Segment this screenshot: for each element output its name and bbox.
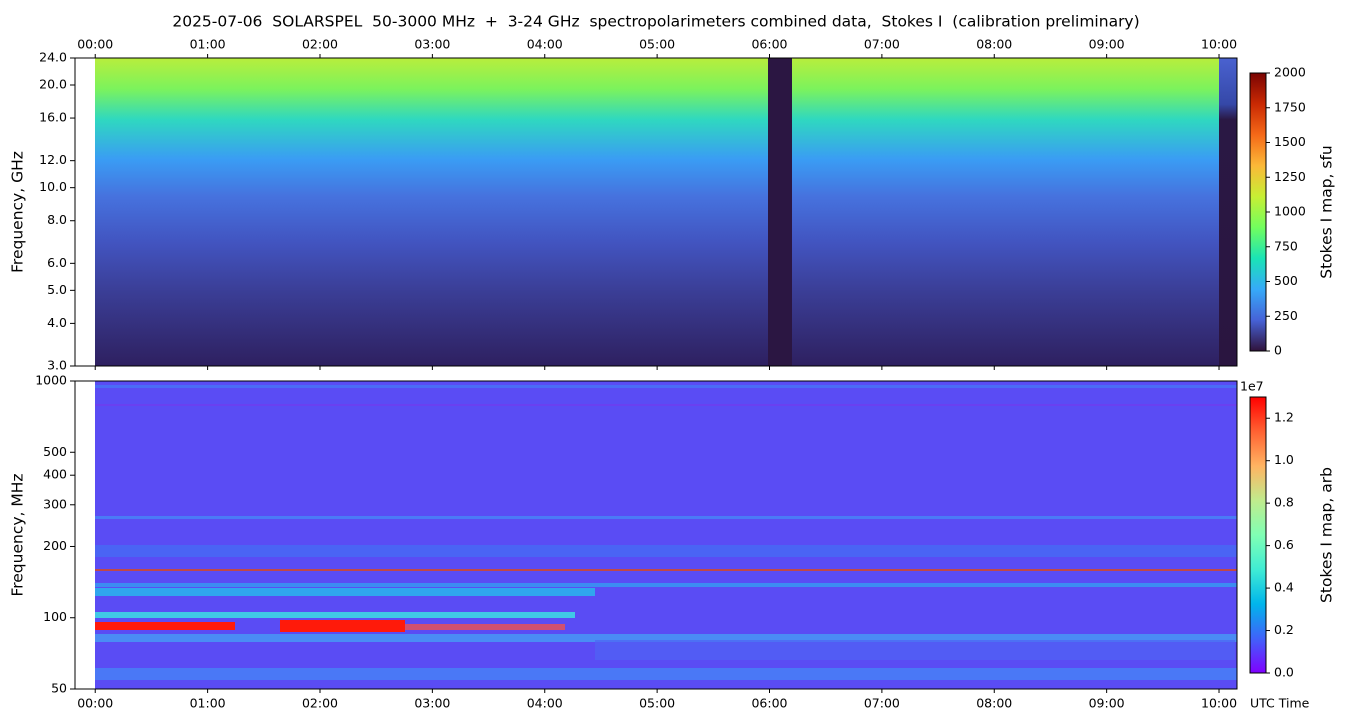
colorbar-tick-label: 500 [1274, 273, 1298, 288]
colorbar-tick-label: 750 [1274, 238, 1298, 253]
colorbar-tick-label: 1000 [1274, 204, 1306, 219]
chart-title: 2025-07-06 SOLARSPEL 50-3000 MHz + 3-24 … [172, 13, 1139, 31]
plot-frame [74, 380, 1238, 690]
x-tick-label: 05:00 [639, 696, 675, 711]
colorbar-tick-label: 2000 [1274, 65, 1306, 80]
colorbar-tick-label: 0 [1274, 343, 1282, 358]
plot-frame [74, 57, 1238, 367]
colorbar-tick-label: 1.2 [1274, 410, 1294, 425]
x-axis-label: UTC Time [1250, 696, 1310, 711]
colorbar-tick-label: 1750 [1274, 99, 1306, 114]
x-tick-label: 10:00 [1201, 696, 1237, 711]
colorbar-tick-label: 0.8 [1274, 495, 1294, 510]
y-axis-label: Frequency, GHz [9, 151, 27, 273]
x-tick-label: 00:00 [77, 696, 113, 711]
colorbar-label: Stokes I map, sfu [1318, 145, 1336, 279]
y-tick-label: 200 [43, 538, 67, 553]
spectrogram-image [95, 58, 1237, 689]
x-tick-label: 04:00 [527, 37, 563, 52]
y-axis-label: Frequency, MHz [9, 473, 27, 596]
colorbar-tick-label: 0.4 [1274, 580, 1294, 595]
y-tick-label: 500 [43, 444, 67, 459]
y-tick-label: 3.0 [47, 358, 67, 373]
y-tick-label: 24.0 [39, 50, 67, 65]
y-tick-label: 300 [43, 496, 67, 511]
y-tick-label: 8.0 [47, 212, 67, 227]
y-tick-label: 16.0 [39, 110, 67, 125]
x-tick-label: 09:00 [1089, 37, 1125, 52]
colorbar-tick-label: 0.6 [1274, 537, 1294, 552]
x-tick-label: 09:00 [1089, 696, 1125, 711]
x-tick-label: 00:00 [77, 37, 113, 52]
y-tick-label: 4.0 [47, 315, 67, 330]
x-tick-label: 07:00 [864, 696, 900, 711]
colorbar-tick-label: 1250 [1274, 169, 1306, 184]
x-tick-label: 03:00 [414, 37, 450, 52]
colorbar-tick-label: 1500 [1274, 134, 1306, 149]
y-tick-label: 100 [43, 609, 67, 624]
x-tick-label: 10:00 [1201, 37, 1237, 52]
x-tick-label: 06:00 [751, 37, 787, 52]
y-tick-label: 12.0 [39, 152, 67, 167]
x-tick-label: 06:00 [751, 696, 787, 711]
x-tick-label: 02:00 [302, 37, 338, 52]
colorbar-tick-label: 1.0 [1274, 452, 1294, 467]
colorbar [1249, 396, 1267, 674]
y-tick-label: 6.0 [47, 255, 67, 270]
colorbar [1249, 72, 1267, 352]
colorbar-tick-label: 0.2 [1274, 622, 1294, 637]
x-tick-label: 01:00 [190, 37, 226, 52]
x-tick-label: 01:00 [190, 696, 226, 711]
y-tick-label: 5.0 [47, 282, 67, 297]
y-tick-label: 50 [51, 681, 67, 696]
x-tick-label: 08:00 [976, 696, 1012, 711]
y-tick-label: 1000 [35, 373, 67, 388]
x-tick-label: 05:00 [639, 37, 675, 52]
colorbar-tick-label: 250 [1274, 308, 1298, 323]
x-tick-label: 04:00 [527, 696, 563, 711]
colorbar-label: Stokes I map, arb [1318, 467, 1336, 603]
colorbar-tick-label: 0.0 [1274, 665, 1294, 680]
y-tick-label: 20.0 [39, 77, 67, 92]
x-tick-label: 02:00 [302, 696, 338, 711]
y-tick-label: 10.0 [39, 179, 67, 194]
x-tick-label: 03:00 [414, 696, 450, 711]
x-tick-label: 07:00 [864, 37, 900, 52]
y-tick-label: 400 [43, 467, 67, 482]
x-tick-label: 08:00 [976, 37, 1012, 52]
colorbar-offset: 1e7 [1240, 379, 1264, 394]
